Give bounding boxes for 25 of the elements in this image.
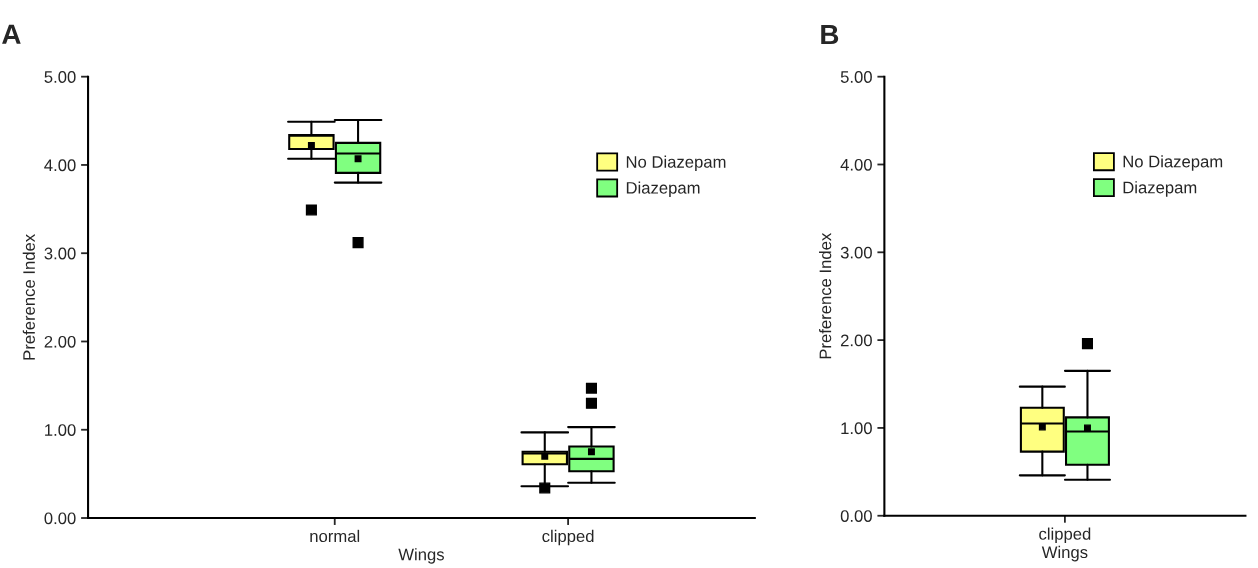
y-tick-label: 0.00 <box>840 510 872 522</box>
x-axis-title: Wings <box>1041 545 1088 562</box>
x-tick-label: clipped <box>542 529 594 546</box>
y-tick-label: 1.00 <box>841 422 872 435</box>
x-tick-label: normal <box>310 529 360 543</box>
chart-title: A <box>2 24 21 44</box>
y-tick-label: 2.00 <box>44 335 76 348</box>
y-tick-label: 5.00 <box>840 71 872 83</box>
x-tick-label: clipped <box>1039 527 1091 544</box>
y-tick-label: 0.00 <box>44 512 76 525</box>
y-tick-label: 2.00 <box>840 334 872 347</box>
y-tick-label: 5.00 <box>44 71 76 83</box>
y-axis-title: Preference Index <box>819 232 832 359</box>
legend-label: No Diazepam <box>626 155 726 172</box>
y-axis-title: Preference Index <box>22 234 35 360</box>
y-tick-label: 4.00 <box>44 159 76 172</box>
legend-label: Diazepam <box>1123 181 1197 197</box>
y-tick-label: 1.00 <box>45 424 76 436</box>
legend-label: Diazepam <box>626 181 700 198</box>
y-tick-label: 3.00 <box>44 247 76 260</box>
x-axis-title: Wings <box>398 548 444 564</box>
y-tick-label: 3.00 <box>840 246 872 259</box>
legend-label: No Diazepam <box>1123 155 1223 171</box>
chart-title: B <box>821 25 839 45</box>
y-tick-label: 4.00 <box>840 158 872 171</box>
